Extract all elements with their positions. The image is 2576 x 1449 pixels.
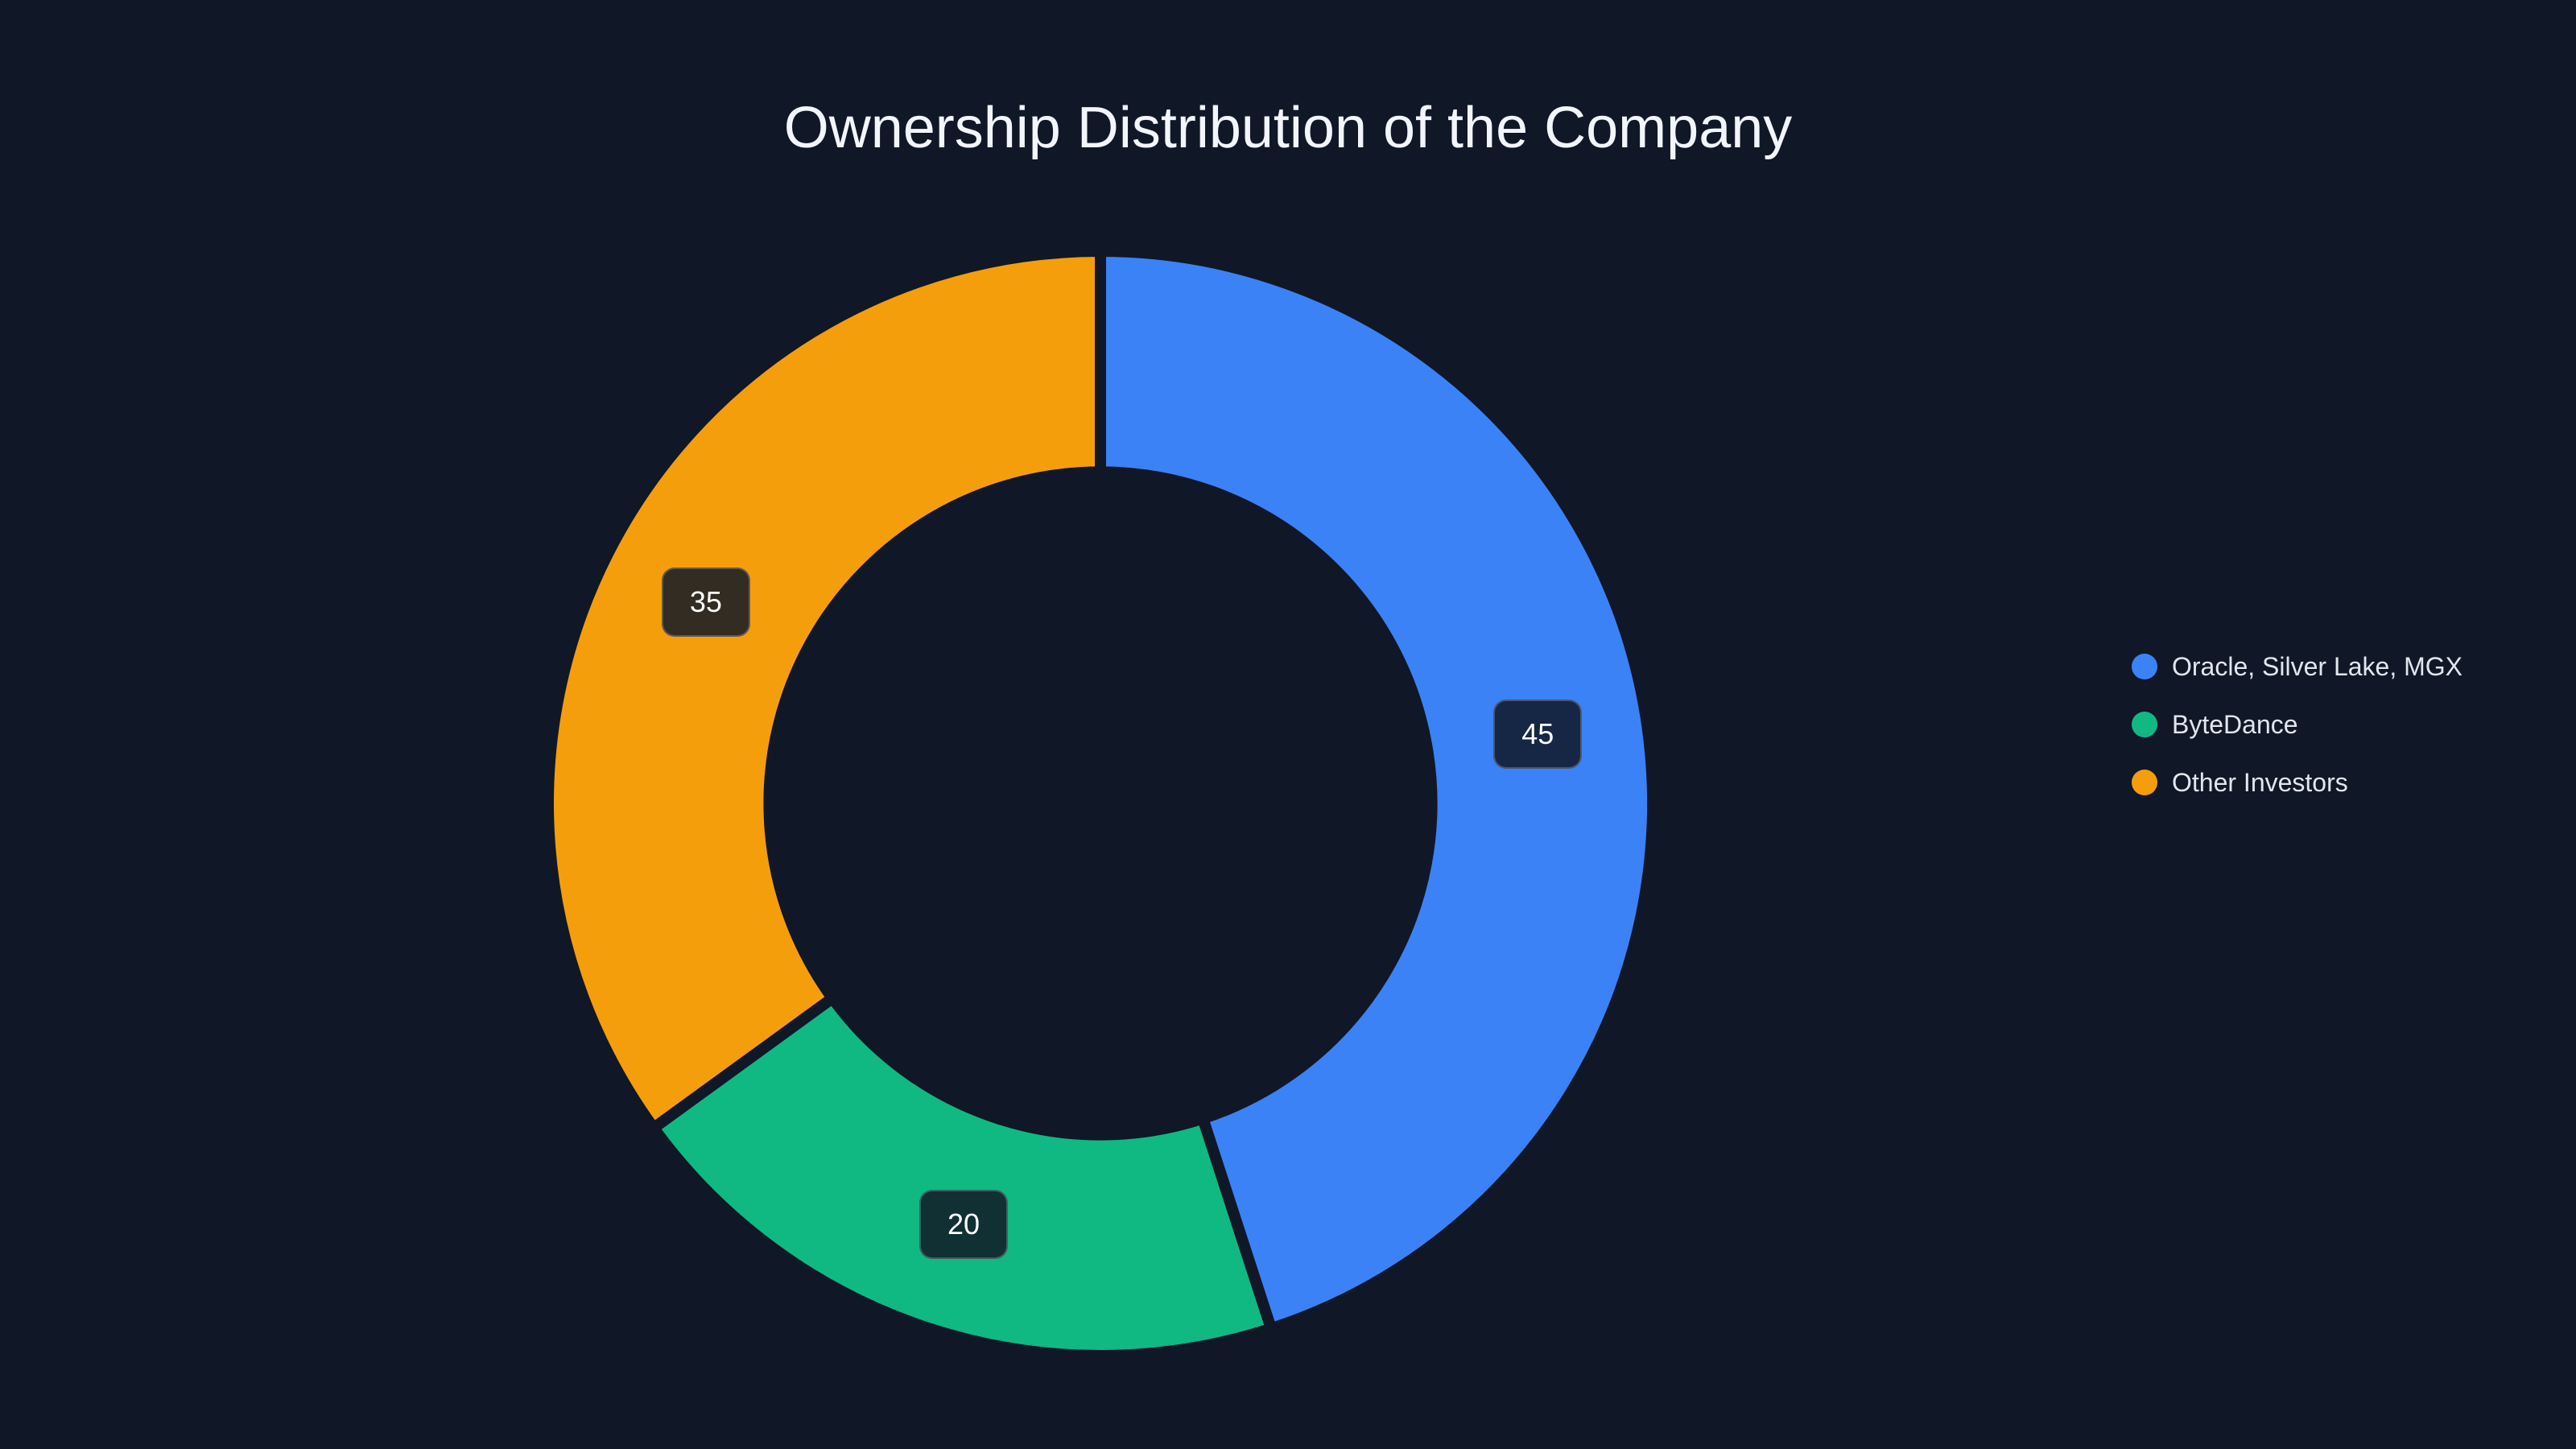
legend-marker-icon xyxy=(2132,712,2157,737)
legend-marker-icon xyxy=(2132,654,2157,679)
legend: Oracle, Silver Lake, MGX ByteDance Other… xyxy=(2132,654,2462,795)
slice-value-label: 20 xyxy=(919,1190,1009,1260)
slice-value-label: 35 xyxy=(661,568,750,638)
legend-label: Oracle, Silver Lake, MGX xyxy=(2172,652,2462,681)
pie-slice-1[interactable] xyxy=(648,992,1277,1361)
pie-slice-0[interactable] xyxy=(1095,246,1658,1335)
legend-item[interactable]: Oracle, Silver Lake, MGX xyxy=(2132,654,2462,679)
pie-slice-2[interactable] xyxy=(543,246,1106,1134)
legend-label: Other Investors xyxy=(2172,768,2348,797)
legend-label: ByteDance xyxy=(2172,710,2298,739)
legend-item[interactable]: ByteDance xyxy=(2132,712,2462,737)
slice-value-label: 45 xyxy=(1493,699,1583,769)
legend-item[interactable]: Other Investors xyxy=(2132,770,2462,795)
legend-marker-icon xyxy=(2132,770,2157,795)
chart-title: Ownership Distribution of the Company xyxy=(783,96,1793,160)
